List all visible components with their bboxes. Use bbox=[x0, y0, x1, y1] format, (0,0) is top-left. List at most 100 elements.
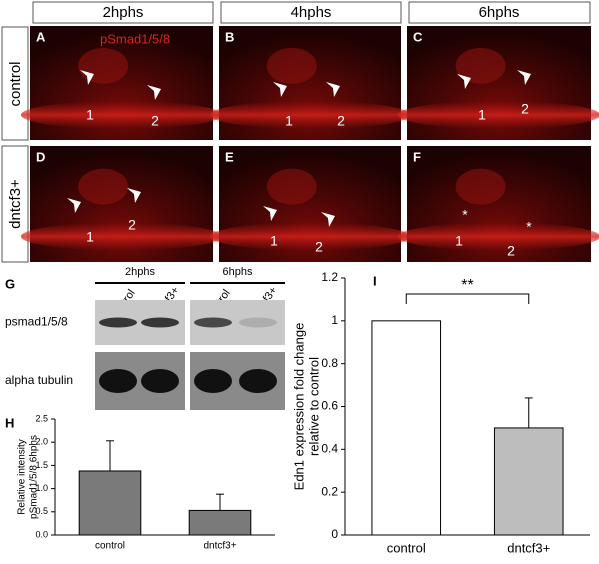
x-tick-label: dntcf3+ bbox=[507, 540, 550, 555]
western-blot: 2hphs6hphscontroldntcf3+controldntcf3+ps… bbox=[5, 266, 285, 410]
time-label: 2hphs bbox=[125, 266, 155, 278]
asterisk: * bbox=[462, 207, 468, 223]
tissue-band bbox=[397, 100, 599, 129]
region-number: 2 bbox=[315, 239, 323, 255]
column-headers: 2hphs 4hphs 6hphs bbox=[32, 1, 591, 24]
panel-letter: H bbox=[5, 415, 14, 430]
blot-band bbox=[194, 369, 232, 393]
x-tick-label: dntcf3+ bbox=[203, 541, 236, 552]
arrowhead bbox=[457, 74, 471, 89]
y-tick-label: 0.0 bbox=[35, 529, 48, 539]
row-label-box bbox=[1, 145, 29, 263]
header-box bbox=[408, 1, 591, 24]
x-tick-label: control bbox=[387, 540, 426, 555]
asterisk: * bbox=[526, 219, 532, 235]
y-axis-label: pSmad1/5/8 6hphs bbox=[29, 435, 40, 519]
micrograph: F 1 2 * * bbox=[397, 146, 599, 262]
panel-letter: I bbox=[373, 273, 377, 288]
y-tick-label: 1.5 bbox=[35, 460, 48, 470]
y-tick-label: 0 bbox=[331, 527, 338, 541]
micrograph: D 1 2 bbox=[20, 146, 223, 262]
blot-band bbox=[99, 317, 137, 328]
y-axis-label: relative to control bbox=[306, 357, 321, 456]
tissue-glow bbox=[78, 47, 129, 84]
significance-bracket bbox=[405, 293, 530, 304]
micrograph: C 1 2 bbox=[397, 26, 599, 140]
y-axis-label: Edn1 expression fold change bbox=[291, 323, 306, 491]
region-number: 1 bbox=[285, 113, 293, 129]
region-number: 2 bbox=[128, 217, 136, 233]
tissue-glow bbox=[455, 47, 506, 84]
column-header: 6hphs bbox=[479, 4, 520, 21]
header-box bbox=[220, 1, 402, 24]
blot-band bbox=[141, 369, 179, 393]
tissue-band bbox=[209, 100, 411, 129]
blot-band bbox=[99, 369, 137, 393]
panel-letter: E bbox=[225, 149, 234, 164]
column-header: 2hphs bbox=[103, 4, 144, 21]
tissue-glow bbox=[78, 168, 129, 205]
y-tick-label: 1 bbox=[331, 313, 338, 327]
bar bbox=[188, 509, 252, 536]
panel-letter: F bbox=[413, 149, 421, 164]
blot-band bbox=[239, 317, 277, 328]
y-tick-label: 1.0 bbox=[35, 483, 48, 493]
y-axis-label: Relative intensity bbox=[17, 439, 28, 515]
tissue-glow bbox=[266, 168, 317, 205]
blot-band bbox=[239, 369, 277, 393]
arrowhead bbox=[321, 212, 335, 227]
arrowhead bbox=[127, 188, 141, 203]
blot-row-label: psmad1/5/8 bbox=[5, 315, 68, 329]
y-tick-label: 0.6 bbox=[321, 399, 338, 413]
row-label: control bbox=[7, 61, 24, 106]
x-tick-label: control bbox=[95, 541, 125, 552]
arrowhead bbox=[263, 206, 277, 221]
bar bbox=[78, 470, 142, 536]
arrowhead bbox=[273, 82, 287, 97]
y-tick-label: 0.2 bbox=[321, 484, 338, 498]
column-header: 4hphs bbox=[291, 4, 332, 21]
arrowhead bbox=[147, 85, 161, 100]
arrowhead bbox=[517, 70, 531, 85]
y-tick-label: 0.4 bbox=[321, 442, 338, 456]
panel-letter: A bbox=[36, 29, 46, 44]
y-tick-label: 0.8 bbox=[321, 356, 338, 370]
region-number: 1 bbox=[270, 233, 278, 249]
bar bbox=[371, 320, 442, 536]
region-number: 2 bbox=[337, 113, 345, 129]
micrograph: B 1 2 bbox=[209, 26, 411, 140]
region-number: 2 bbox=[507, 243, 515, 259]
tissue-band bbox=[397, 222, 599, 251]
region-number: 1 bbox=[86, 229, 94, 245]
blot-row-label: alpha tubulin bbox=[5, 373, 73, 387]
panel-letter: C bbox=[413, 29, 423, 44]
row-label: dntcf3+ bbox=[7, 179, 24, 229]
region-number: 1 bbox=[455, 233, 463, 249]
panel-letter: B bbox=[225, 29, 234, 44]
arrowhead bbox=[67, 198, 81, 213]
tissue-band bbox=[20, 222, 223, 251]
row-label-box bbox=[1, 26, 29, 141]
arrowhead bbox=[326, 82, 340, 97]
region-number: 2 bbox=[151, 113, 159, 129]
tissue-glow bbox=[266, 47, 317, 84]
panel-letter: G bbox=[5, 276, 15, 291]
tissue-band bbox=[20, 100, 223, 129]
blot-band bbox=[141, 317, 179, 328]
bar bbox=[493, 427, 564, 536]
header-box bbox=[32, 1, 214, 24]
panel-letter: D bbox=[36, 149, 45, 164]
y-tick-label: 2.0 bbox=[35, 437, 48, 447]
time-label: 6hphs bbox=[223, 266, 253, 278]
arrowhead bbox=[80, 70, 94, 85]
micrograph: E 1 2 bbox=[209, 146, 411, 262]
y-tick-label: 0.5 bbox=[35, 506, 48, 516]
region-number: 2 bbox=[521, 101, 529, 117]
tissue-glow bbox=[455, 168, 506, 205]
tissue-band bbox=[209, 222, 411, 251]
y-tick-label: 2.5 bbox=[35, 413, 48, 423]
blot-band bbox=[194, 317, 232, 328]
